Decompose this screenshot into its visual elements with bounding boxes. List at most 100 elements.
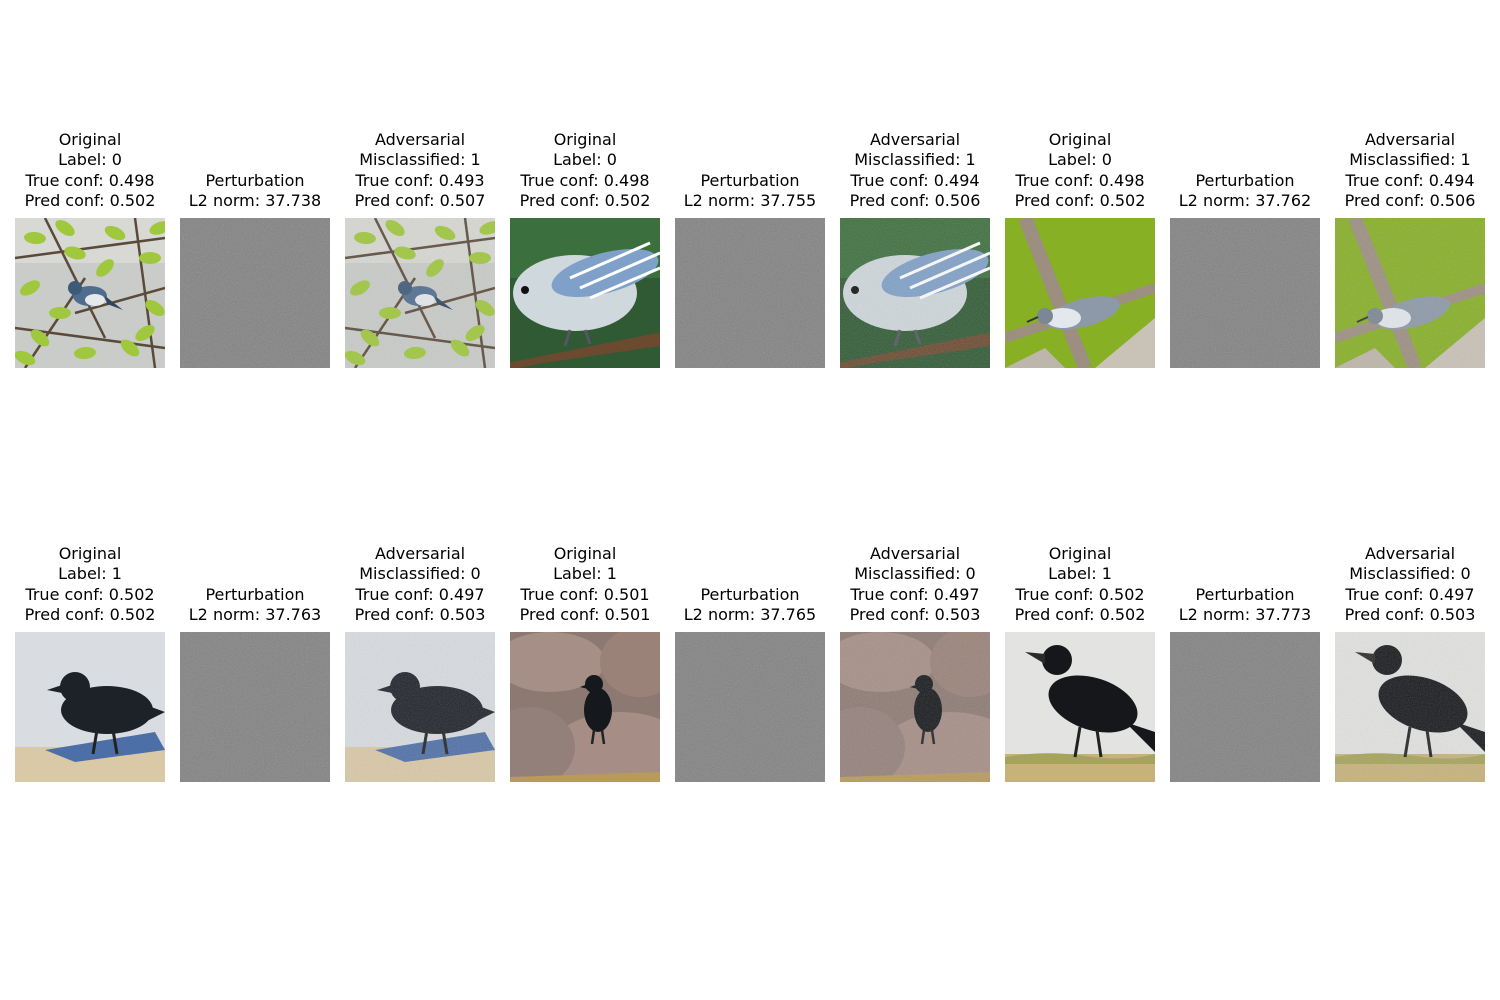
noise-image	[180, 632, 330, 782]
title-line: Misclassified: 1	[854, 150, 976, 170]
bird-photo	[840, 218, 990, 368]
title-line: Pred conf: 0.507	[354, 191, 486, 211]
title-line: True conf: 0.502	[1015, 584, 1145, 604]
title-line: Label: 0	[58, 150, 122, 170]
title-line: Pred conf: 0.506	[1344, 191, 1476, 211]
title-line: Misclassified: 1	[359, 150, 481, 170]
bird-photo	[345, 218, 495, 368]
title-line: L2 norm: 37.765	[683, 605, 817, 625]
adversarial-image	[840, 632, 990, 782]
title-line: True conf: 0.498	[1015, 170, 1145, 190]
panel-title: Perturbation L2 norm: 37.762	[1150, 171, 1340, 212]
title-line: Label: 0	[1048, 150, 1112, 170]
panel-title: Original Label: 0 True conf: 0.498 Pred con…	[490, 130, 680, 212]
noise-image	[180, 218, 330, 368]
panel-title: Perturbation L2 norm: 37.755	[655, 171, 845, 212]
perturbation-image	[1170, 218, 1320, 368]
adversarial-image	[1335, 632, 1485, 782]
title-line: Pred conf: 0.506	[849, 191, 981, 211]
noise-image	[1170, 632, 1320, 782]
panel-title: Adversarial Misclassified: 0 True conf: 0.…	[820, 544, 1010, 626]
bird-photo	[840, 632, 990, 782]
perturbation-image	[180, 218, 330, 368]
bird-photo	[15, 218, 165, 368]
title-line: Pred conf: 0.502	[24, 191, 156, 211]
panel-title: Perturbation L2 norm: 37.763	[160, 585, 350, 626]
noise-image	[1170, 218, 1320, 368]
bird-photo	[1335, 218, 1485, 368]
perturbation-image	[180, 632, 330, 782]
title-line: True conf: 0.497	[1345, 584, 1475, 604]
title-line: True conf: 0.494	[1345, 170, 1475, 190]
title-line: Adversarial	[1364, 543, 1456, 563]
adversarial-image	[1335, 218, 1485, 368]
title-line: Pred conf: 0.503	[354, 605, 486, 625]
title-line: Label: 1	[553, 564, 617, 584]
title-line: Perturbation	[1195, 584, 1295, 604]
noise-image	[675, 218, 825, 368]
adversarial-image	[345, 632, 495, 782]
title-line: Misclassified: 0	[1349, 564, 1471, 584]
panel-title: Original Label: 1 True conf: 0.502 Pred con…	[0, 544, 185, 626]
title-line: Perturbation	[205, 170, 305, 190]
title-line: Pred conf: 0.503	[1344, 605, 1476, 625]
title-line: L2 norm: 37.755	[683, 191, 817, 211]
title-line: Perturbation	[1195, 170, 1295, 190]
title-line: Label: 1	[1048, 564, 1112, 584]
panel-title: Adversarial Misclassified: 1 True conf: 0.…	[1315, 130, 1500, 212]
title-line: Original	[58, 129, 122, 149]
title-line: L2 norm: 37.738	[188, 191, 322, 211]
title-line: True conf: 0.502	[25, 584, 155, 604]
title-line: True conf: 0.494	[850, 170, 980, 190]
panel-title: Original Label: 1 True conf: 0.501 Pred con…	[490, 544, 680, 626]
bird-photo	[15, 632, 165, 782]
title-line: True conf: 0.497	[850, 584, 980, 604]
title-line: Original	[1048, 543, 1112, 563]
title-line: Pred conf: 0.502	[519, 191, 651, 211]
panel-title: Adversarial Misclassified: 1 True conf: 0.…	[820, 130, 1010, 212]
adversarial-image	[840, 218, 990, 368]
panel-title: Perturbation L2 norm: 37.738	[160, 171, 350, 212]
title-line: True conf: 0.501	[520, 584, 650, 604]
title-line: Label: 1	[58, 564, 122, 584]
title-line: Pred conf: 0.502	[24, 605, 156, 625]
original-image	[15, 632, 165, 782]
bird-photo	[345, 632, 495, 782]
title-line: Adversarial	[869, 129, 961, 149]
original-image	[510, 218, 660, 368]
panel-title: Original Label: 0 True conf: 0.498 Pred con…	[985, 130, 1175, 212]
original-image	[15, 218, 165, 368]
title-line: Original	[553, 543, 617, 563]
title-line: Misclassified: 0	[359, 564, 481, 584]
title-line: Label: 0	[553, 150, 617, 170]
original-image	[1005, 632, 1155, 782]
title-line: Original	[58, 543, 122, 563]
bird-photo	[1335, 632, 1485, 782]
title-line: Pred conf: 0.502	[1014, 605, 1146, 625]
panel-title: Adversarial Misclassified: 1 True conf: 0.…	[325, 130, 515, 212]
title-line: True conf: 0.497	[355, 584, 485, 604]
title-line: Adversarial	[374, 129, 466, 149]
bird-photo	[510, 632, 660, 782]
panel-title: Adversarial Misclassified: 0 True conf: 0.…	[325, 544, 515, 626]
title-line: Original	[553, 129, 617, 149]
title-line: Pred conf: 0.502	[1014, 191, 1146, 211]
noise-image	[675, 632, 825, 782]
panel-title: Perturbation L2 norm: 37.773	[1150, 585, 1340, 626]
original-image	[1005, 218, 1155, 368]
title-line: Pred conf: 0.501	[519, 605, 651, 625]
title-line: L2 norm: 37.773	[1178, 605, 1312, 625]
bird-photo	[1005, 218, 1155, 368]
perturbation-image	[675, 632, 825, 782]
panel-title: Original Label: 0 True conf: 0.498 Pred con…	[0, 130, 185, 212]
panel-title: Perturbation L2 norm: 37.765	[655, 585, 845, 626]
title-line: Pred conf: 0.503	[849, 605, 981, 625]
title-line: True conf: 0.498	[520, 170, 650, 190]
title-line: Adversarial	[869, 543, 961, 563]
perturbation-image	[675, 218, 825, 368]
title-line: Original	[1048, 129, 1112, 149]
title-line: Perturbation	[700, 170, 800, 190]
bird-photo	[1005, 632, 1155, 782]
panel-title: Adversarial Misclassified: 0 True conf: 0.…	[1315, 544, 1500, 626]
title-line: True conf: 0.493	[355, 170, 485, 190]
